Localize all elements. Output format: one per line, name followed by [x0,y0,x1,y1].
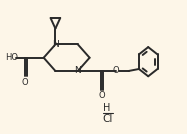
Text: O: O [22,78,28,87]
Text: O: O [113,66,119,75]
Text: N: N [74,66,81,75]
Text: H: H [102,103,110,113]
Text: Cl: Cl [103,114,113,124]
Text: N: N [52,40,59,49]
Text: HO: HO [5,53,18,62]
Text: O: O [98,91,105,100]
